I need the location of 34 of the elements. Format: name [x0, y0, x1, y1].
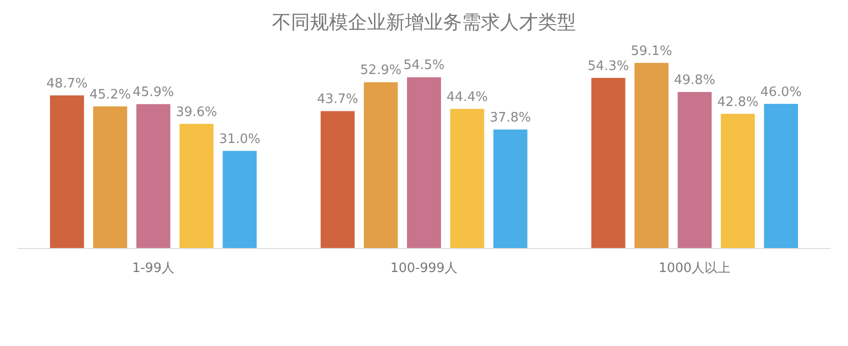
x-tick-label: 1-99人 [132, 261, 175, 276]
data-label: 42.8% [717, 94, 759, 110]
bar [50, 95, 84, 248]
bar [720, 114, 755, 248]
bar [407, 77, 441, 248]
data-label: 39.6% [176, 104, 218, 120]
bar [591, 78, 626, 248]
data-label: 31.0% [219, 132, 260, 147]
data-label: 48.7% [46, 76, 88, 92]
bar [364, 82, 398, 248]
bar [93, 106, 128, 248]
bar [136, 104, 170, 248]
bar [320, 111, 355, 248]
data-label: 37.8% [490, 110, 532, 126]
bar [493, 130, 528, 248]
data-label: 45.9% [132, 85, 174, 100]
data-label: 43.7% [316, 92, 358, 108]
data-label: 52.9% [360, 63, 402, 78]
data-label: 54.3% [588, 58, 629, 74]
data-label: 45.2% [89, 87, 131, 102]
x-tick-label: 1000人以上 [658, 261, 731, 276]
chart-title: 不同规模企业新增业务需求人才类型 [272, 12, 576, 34]
bar [678, 92, 712, 248]
x-tick-label: 100-999人 [390, 261, 458, 276]
data-label: 49.8% [674, 72, 716, 88]
bar [450, 108, 484, 248]
bar [634, 62, 668, 248]
bar [180, 124, 214, 248]
data-label: 44.4% [446, 90, 488, 105]
data-label: 59.1% [630, 44, 672, 59]
data-label: 54.5% [403, 58, 445, 74]
bar [764, 104, 798, 248]
data-label: 46.0% [760, 84, 802, 100]
bar [222, 150, 257, 248]
